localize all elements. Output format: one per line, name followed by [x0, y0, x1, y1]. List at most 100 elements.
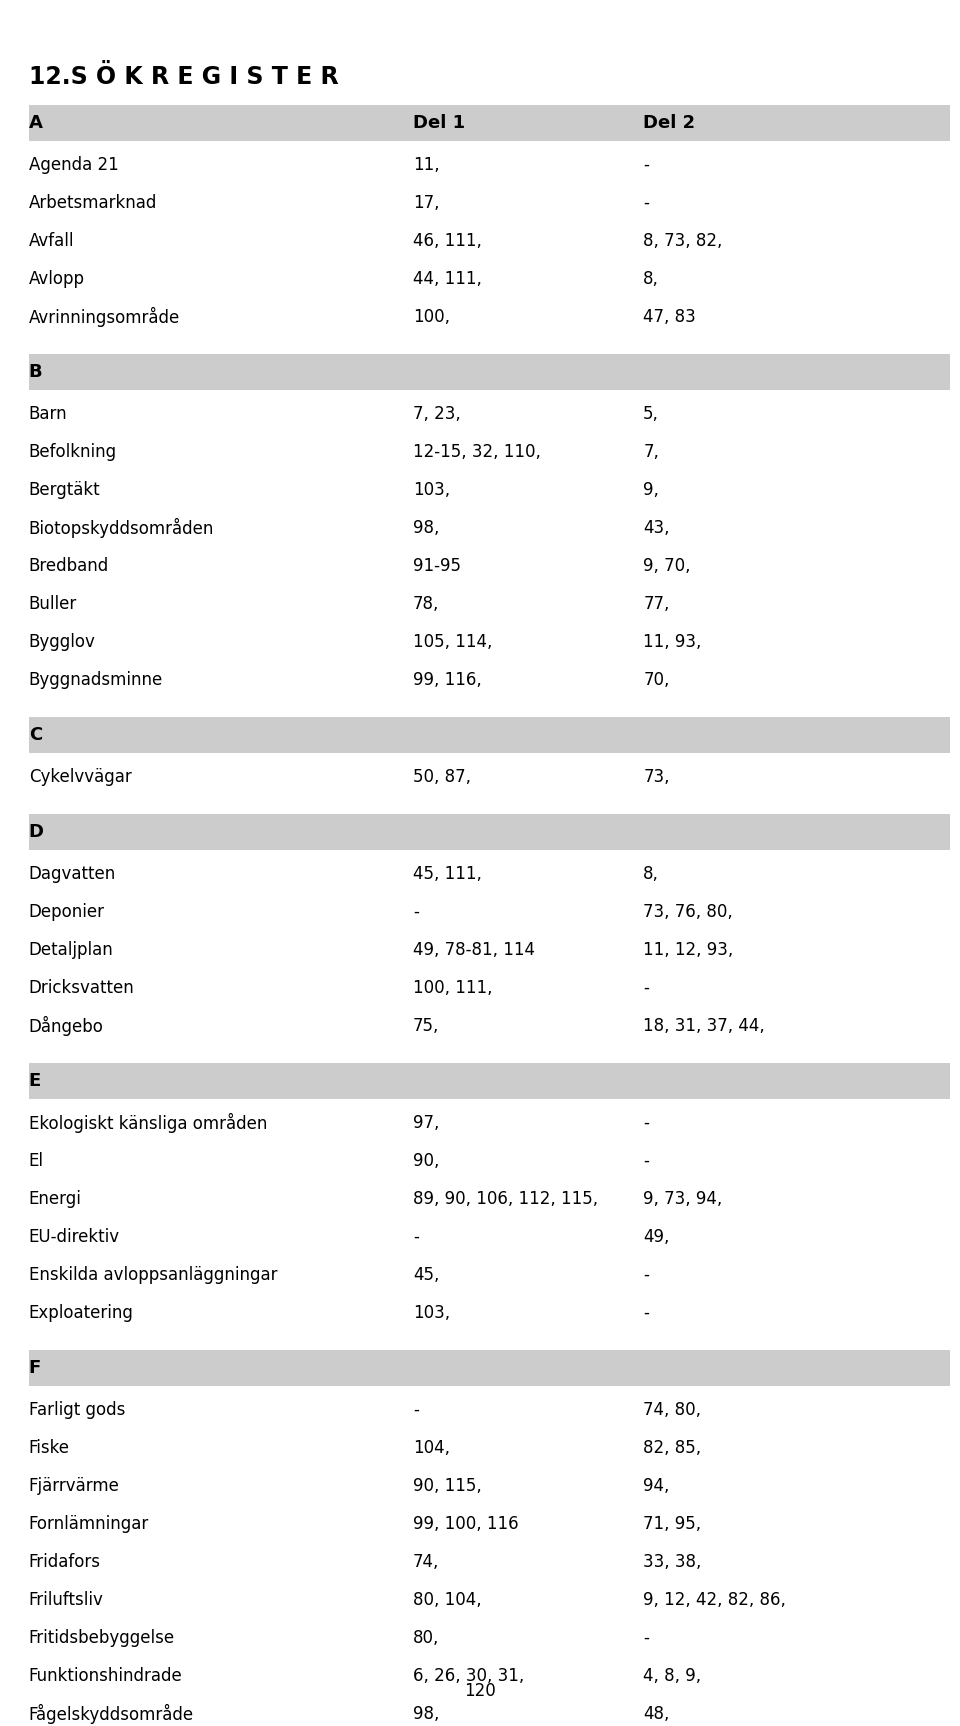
Text: Del 1: Del 1	[413, 114, 465, 131]
Text: 11, 12, 93,: 11, 12, 93,	[643, 941, 733, 960]
Text: 75,: 75,	[413, 1017, 439, 1036]
Text: 73,: 73,	[643, 768, 670, 785]
Text: 8, 73, 82,: 8, 73, 82,	[643, 231, 723, 250]
Text: E: E	[29, 1072, 41, 1091]
Text: Biotopskyddsområden: Biotopskyddsområden	[29, 518, 214, 539]
Text: 105, 114,: 105, 114,	[413, 633, 492, 651]
Text: 9, 70,: 9, 70,	[643, 557, 690, 575]
Text: 6, 26, 30, 31,: 6, 26, 30, 31,	[413, 1667, 524, 1685]
Text: Arbetsmarknad: Arbetsmarknad	[29, 193, 157, 212]
Text: 5,: 5,	[643, 406, 660, 423]
Text: 47, 83: 47, 83	[643, 307, 696, 326]
Text: Friluftsliv: Friluftsliv	[29, 1591, 104, 1609]
Text: 7,: 7,	[643, 444, 660, 461]
Text: Barn: Barn	[29, 406, 67, 423]
Text: 73, 76, 80,: 73, 76, 80,	[643, 903, 732, 922]
Text: Avfall: Avfall	[29, 231, 74, 250]
Text: 12.S Ö K R E G I S T E R: 12.S Ö K R E G I S T E R	[29, 66, 339, 90]
Text: 74,: 74,	[413, 1553, 439, 1571]
Text: Ekologiskt känsliga områden: Ekologiskt känsliga områden	[29, 1113, 267, 1132]
Text: 103,: 103,	[413, 1305, 450, 1322]
Text: 43,: 43,	[643, 520, 670, 537]
Text: 77,: 77,	[643, 595, 669, 613]
Text: Funktionshindrade: Funktionshindrade	[29, 1667, 182, 1685]
Text: Bredband: Bredband	[29, 557, 109, 575]
Text: 89, 90, 106, 112, 115,: 89, 90, 106, 112, 115,	[413, 1189, 598, 1208]
Text: Fiske: Fiske	[29, 1439, 70, 1457]
Text: Farligt gods: Farligt gods	[29, 1402, 125, 1419]
Text: -: -	[643, 1113, 649, 1132]
Text: Detaljplan: Detaljplan	[29, 941, 113, 960]
Text: -: -	[643, 155, 649, 174]
Text: -: -	[413, 1402, 419, 1419]
Text: 90, 115,: 90, 115,	[413, 1477, 482, 1495]
Text: 82, 85,: 82, 85,	[643, 1439, 702, 1457]
Text: Buller: Buller	[29, 595, 77, 613]
Text: 44, 111,: 44, 111,	[413, 269, 482, 288]
Text: 103,: 103,	[413, 482, 450, 499]
Text: 17,: 17,	[413, 193, 440, 212]
Text: -: -	[643, 1151, 649, 1170]
Text: F: F	[29, 1358, 41, 1377]
Text: 9,: 9,	[643, 482, 660, 499]
Text: Fritidsbebyggelse: Fritidsbebyggelse	[29, 1629, 175, 1647]
Text: -: -	[643, 1629, 649, 1647]
Text: Fågelskyddsområde: Fågelskyddsområde	[29, 1704, 194, 1724]
Text: 8,: 8,	[643, 269, 660, 288]
Text: Fridafors: Fridafors	[29, 1553, 101, 1571]
Text: Agenda 21: Agenda 21	[29, 155, 118, 174]
Text: Enskilda avloppsanläggningar: Enskilda avloppsanläggningar	[29, 1265, 277, 1284]
Text: 11,: 11,	[413, 155, 440, 174]
Bar	[29, 105, 950, 142]
Text: C: C	[29, 727, 42, 744]
Text: 94,: 94,	[643, 1477, 669, 1495]
Text: 50, 87,: 50, 87,	[413, 768, 470, 785]
Text: 9, 73, 94,: 9, 73, 94,	[643, 1189, 723, 1208]
Text: 48,: 48,	[643, 1705, 669, 1723]
Text: 33, 38,: 33, 38,	[643, 1553, 702, 1571]
Text: Dricksvatten: Dricksvatten	[29, 979, 134, 998]
Text: -: -	[413, 903, 419, 922]
Text: Energi: Energi	[29, 1189, 82, 1208]
Text: 97,: 97,	[413, 1113, 439, 1132]
Text: Dagvatten: Dagvatten	[29, 865, 116, 884]
Text: 99, 100, 116: 99, 100, 116	[413, 1515, 518, 1533]
Text: 9, 12, 42, 82, 86,: 9, 12, 42, 82, 86,	[643, 1591, 786, 1609]
Text: A: A	[29, 114, 42, 131]
Text: Fornlämningar: Fornlämningar	[29, 1515, 149, 1533]
Text: 104,: 104,	[413, 1439, 450, 1457]
Text: -: -	[643, 1305, 649, 1322]
Text: 45, 111,: 45, 111,	[413, 865, 482, 884]
Bar	[29, 1350, 950, 1386]
Text: 45,: 45,	[413, 1265, 439, 1284]
Text: -: -	[643, 1265, 649, 1284]
Text: Dångebo: Dångebo	[29, 1017, 104, 1036]
Text: 4, 8, 9,: 4, 8, 9,	[643, 1667, 702, 1685]
Text: 99, 116,: 99, 116,	[413, 671, 482, 689]
Text: Cykelvvägar: Cykelvvägar	[29, 768, 132, 785]
Bar	[29, 815, 950, 849]
Text: 91-95: 91-95	[413, 557, 461, 575]
Text: 70,: 70,	[643, 671, 669, 689]
Bar	[29, 1063, 950, 1099]
Text: Avrinningsområde: Avrinningsområde	[29, 307, 180, 326]
Text: 80, 104,: 80, 104,	[413, 1591, 481, 1609]
Text: 8,: 8,	[643, 865, 660, 884]
Text: -: -	[413, 1227, 419, 1246]
Text: Befolkning: Befolkning	[29, 444, 117, 461]
Text: Exploatering: Exploatering	[29, 1305, 133, 1322]
Text: 7, 23,: 7, 23,	[413, 406, 461, 423]
Text: Bergtäkt: Bergtäkt	[29, 482, 101, 499]
Text: 46, 111,: 46, 111,	[413, 231, 482, 250]
Text: 98,: 98,	[413, 1705, 439, 1723]
Text: 18, 31, 37, 44,: 18, 31, 37, 44,	[643, 1017, 765, 1036]
Text: 11, 93,: 11, 93,	[643, 633, 702, 651]
Text: 98,: 98,	[413, 520, 439, 537]
Text: 100, 111,: 100, 111,	[413, 979, 492, 998]
Text: 78,: 78,	[413, 595, 439, 613]
Text: El: El	[29, 1151, 44, 1170]
Text: 80,: 80,	[413, 1629, 439, 1647]
Text: B: B	[29, 362, 42, 381]
Text: Deponier: Deponier	[29, 903, 105, 922]
Text: EU-direktiv: EU-direktiv	[29, 1227, 120, 1246]
